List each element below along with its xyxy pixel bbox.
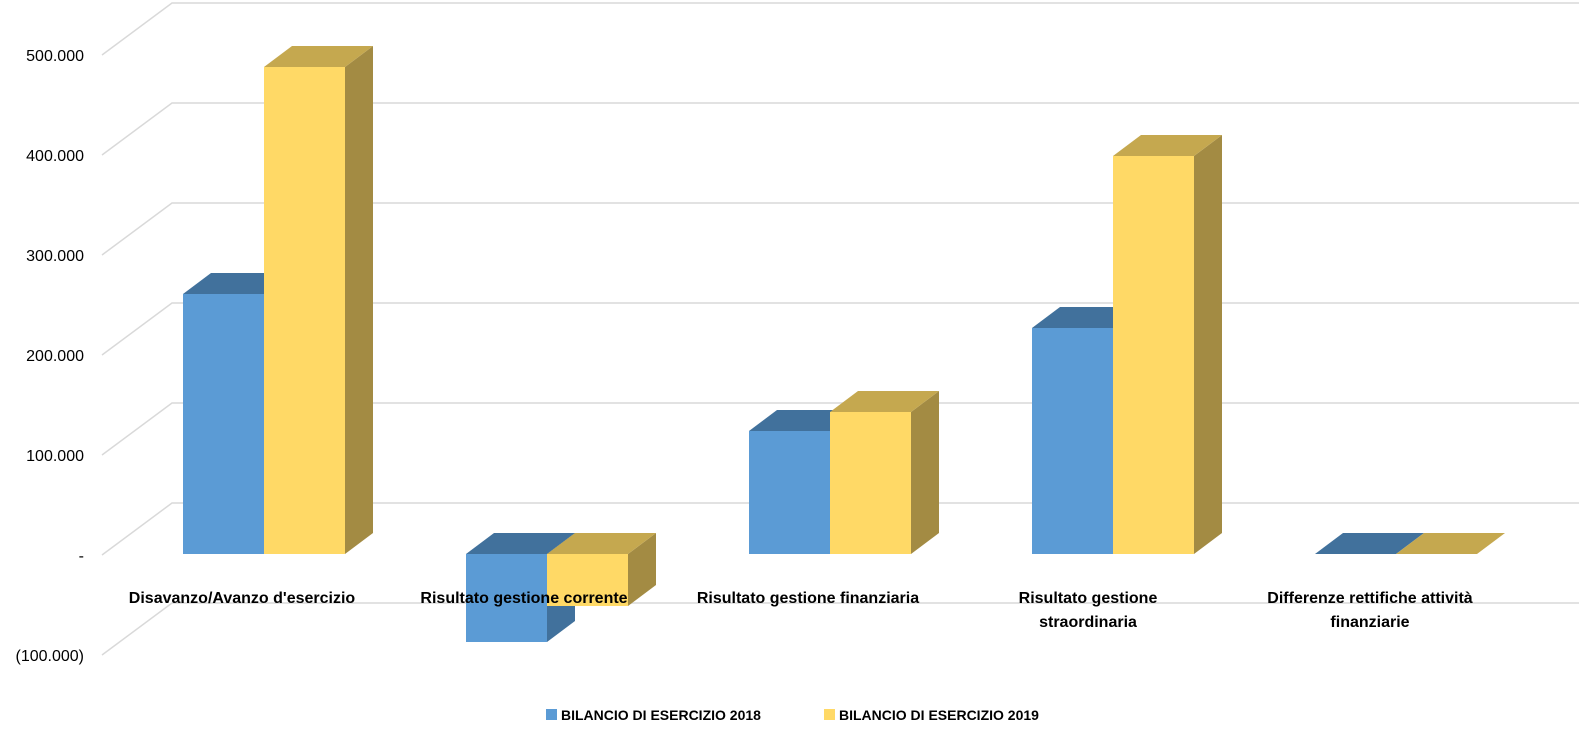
bar-top <box>466 533 575 554</box>
bar-side <box>345 46 373 554</box>
bar <box>830 391 939 554</box>
gridline <box>101 302 1579 356</box>
x-axis: Disavanzo/Avanzo d'esercizio Risultato ge… <box>129 590 1473 631</box>
y-axis: (100.000) - 100.000 200.000 300.000 400.000 50… <box>16 48 85 665</box>
y-tick-label: 500.000 <box>26 48 84 65</box>
bar-front <box>466 554 547 642</box>
legend-swatch <box>546 709 557 720</box>
bar-front <box>547 554 628 606</box>
bar <box>264 46 373 554</box>
x-tick-label: Risultato gestione finanziaria <box>697 590 919 607</box>
bar-top <box>264 46 373 67</box>
bar-front <box>183 294 264 554</box>
bar-side <box>911 391 939 554</box>
bar-front <box>1032 328 1113 554</box>
legend: BILANCIO DI ESERCIZIO 2018 BILANCIO DI ES… <box>546 707 1039 723</box>
gridline <box>101 2 1579 56</box>
bar <box>1396 533 1505 554</box>
bar <box>1113 135 1222 554</box>
x-tick-label-line: Risultato gestione finanziaria <box>697 590 919 607</box>
y-tick-label: (100.000) <box>16 648 85 665</box>
x-tick-label-line: straordinaria <box>1039 614 1137 631</box>
bar-front <box>830 412 911 554</box>
bar-front <box>749 431 830 554</box>
bar <box>547 533 656 606</box>
gridline <box>101 102 1579 156</box>
legend-swatch <box>824 709 835 720</box>
bar-top <box>1113 135 1222 156</box>
bar-top <box>830 391 939 412</box>
y-tick-label: 100.000 <box>26 448 84 465</box>
bar <box>1315 533 1424 554</box>
x-tick-label: Risultato gestione corrente <box>420 590 627 607</box>
legend-item: BILANCIO DI ESERCIZIO 2018 <box>546 707 761 723</box>
legend-label: BILANCIO DI ESERCIZIO 2018 <box>561 707 761 723</box>
bar-top <box>547 533 656 554</box>
legend-label: BILANCIO DI ESERCIZIO 2019 <box>839 707 1039 723</box>
legend-item: BILANCIO DI ESERCIZIO 2019 <box>824 707 1039 723</box>
x-tick-label-line: Differenze rettifiche attività <box>1267 590 1472 607</box>
y-tick-label: 300.000 <box>26 248 84 265</box>
plot-area <box>183 46 1505 642</box>
bar-top <box>1396 533 1505 554</box>
x-tick-label: Risultato gestione straordinaria <box>1019 590 1158 631</box>
bar-top <box>1315 533 1424 554</box>
y-tick-label: 400.000 <box>26 148 84 165</box>
x-tick-label-line: Risultato gestione corrente <box>420 590 627 607</box>
y-tick-label: 200.000 <box>26 348 84 365</box>
bar-side <box>1194 135 1222 554</box>
bar-side <box>628 533 656 606</box>
bar-front <box>1113 156 1194 554</box>
y-tick-label: - <box>79 548 84 565</box>
gridline <box>101 602 1579 656</box>
x-tick-label: Differenze rettifiche attività finanziari… <box>1267 590 1472 631</box>
bar-front <box>264 67 345 554</box>
x-tick-label: Disavanzo/Avanzo d'esercizio <box>129 590 356 607</box>
x-tick-label-line: Risultato gestione <box>1019 590 1158 607</box>
x-tick-label-line: finanziarie <box>1330 614 1409 631</box>
gridlines <box>101 2 1579 656</box>
x-tick-label-line: Disavanzo/Avanzo d'esercizio <box>129 590 356 607</box>
gridline <box>101 202 1579 256</box>
